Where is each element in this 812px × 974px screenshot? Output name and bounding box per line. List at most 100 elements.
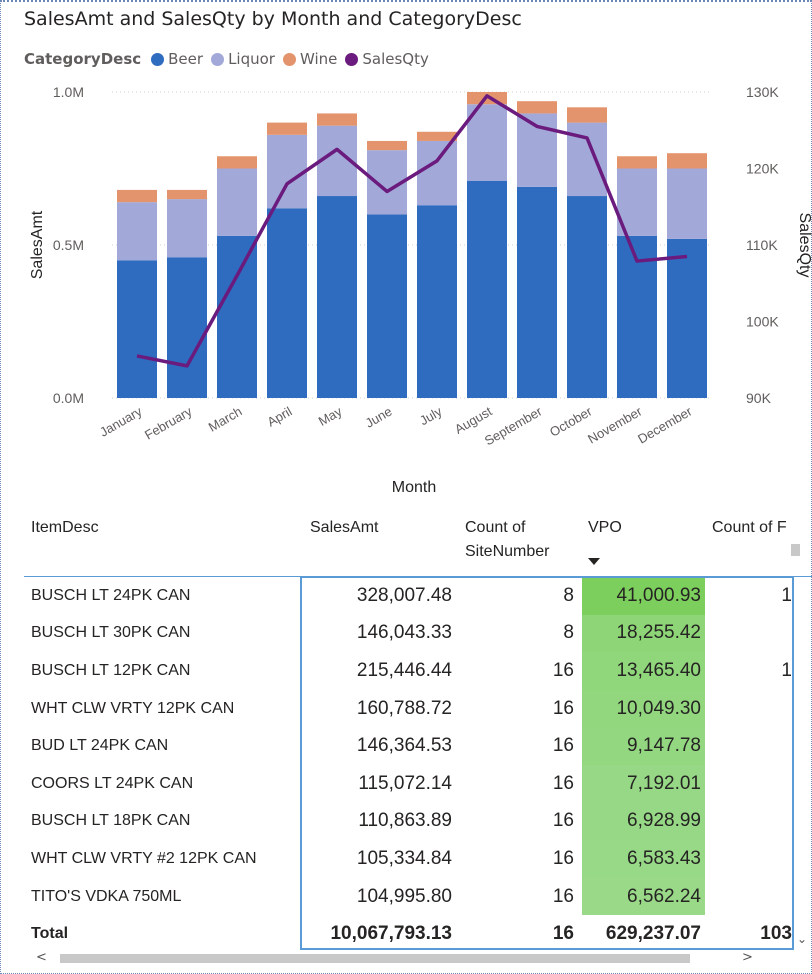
bar-segment-wine bbox=[317, 113, 357, 126]
bar-segment-beer bbox=[117, 260, 157, 398]
cell-count-sitenumber: 8 bbox=[563, 622, 574, 644]
salesqty-line bbox=[136, 94, 688, 368]
cell-itemdesc: WHT CLW VRTY 12PK CAN bbox=[31, 699, 235, 717]
cell-vpo: 18,255.42 bbox=[616, 622, 701, 644]
bar-segment-wine bbox=[117, 189, 157, 203]
cell-vpo: 6,583.43 bbox=[627, 847, 701, 869]
cell-count-sitenumber: 16 bbox=[552, 735, 574, 757]
bar-segment-wine bbox=[367, 140, 407, 151]
bar-segment-beer bbox=[667, 238, 707, 398]
x-tick-label: February bbox=[142, 403, 195, 442]
y2-tick-label: 90K bbox=[746, 390, 772, 406]
cell-total-label: Total bbox=[31, 925, 69, 943]
cell-salesamt: 146,364.53 bbox=[356, 735, 452, 757]
bar-segment-beer bbox=[317, 196, 357, 398]
cell-salesamt: 115,072.14 bbox=[358, 772, 452, 794]
scroll-left-icon[interactable]: < bbox=[36, 950, 47, 965]
legend-item-beer[interactable]: Beer bbox=[151, 50, 203, 68]
cell-count-extra bbox=[724, 840, 792, 878]
horizontal-scrollbar[interactable]: < > bbox=[24, 950, 794, 966]
y2-tick-label: 120K bbox=[746, 161, 779, 177]
cell-count-sitenumber: 16 bbox=[552, 885, 574, 907]
table-row[interactable]: BUSCH LT 12PK CAN 215,446.44 16 13,465.40 1 bbox=[24, 652, 812, 690]
cell-count-sitenumber: 16 bbox=[552, 810, 574, 832]
x-axis-title: Month bbox=[392, 479, 436, 496]
legend-dot-liquor bbox=[211, 52, 225, 66]
table-row[interactable]: WHT CLW VRTY #2 12PK CAN 105,334.84 16 6,58… bbox=[24, 840, 812, 878]
col-header-salesamt[interactable]: SalesAmt bbox=[310, 519, 379, 536]
cell-count-extra: 1 bbox=[781, 659, 792, 681]
legend-label: Wine bbox=[299, 50, 338, 68]
bar-segment-liquor bbox=[117, 202, 157, 261]
table-row[interactable]: TITO'S VDKA 750ML 104,995.80 16 6,562.24 bbox=[24, 877, 812, 916]
x-tick-label: November bbox=[585, 403, 645, 446]
col-header-count-sitenumber[interactable]: Count of SiteNumber bbox=[465, 519, 550, 560]
vpo-conditional-fill bbox=[582, 577, 705, 615]
bar-segment-beer bbox=[467, 180, 507, 398]
cell-total-count: 16 bbox=[552, 923, 574, 945]
table-row[interactable]: BUSCH LT 18PK CAN 110,863.89 16 6,928.99 bbox=[24, 802, 812, 841]
cell-count-sitenumber: 8 bbox=[563, 584, 574, 606]
scroll-down-icon[interactable]: ⌄ bbox=[797, 932, 808, 946]
col-header-itemdesc[interactable]: ItemDesc bbox=[31, 519, 99, 536]
cell-count-extra bbox=[724, 765, 792, 803]
bar-segment-beer bbox=[167, 257, 207, 398]
legend-dot-wine bbox=[282, 52, 296, 66]
table-row[interactable]: WHT CLW VRTY 12PK CAN 160,788.72 16 10,049.… bbox=[24, 689, 812, 728]
x-tick-label: December bbox=[635, 403, 695, 446]
legend-label: Beer bbox=[168, 50, 204, 68]
cell-total-salesamt: 10,067,793.13 bbox=[330, 923, 452, 945]
cell-salesamt: 104,995.80 bbox=[356, 885, 452, 907]
table-row[interactable]: BUSCH LT 30PK CAN 146,043.33 8 18,255.42 bbox=[24, 614, 812, 653]
bar-segment-liquor bbox=[467, 104, 507, 181]
bar-segment-beer bbox=[367, 214, 407, 398]
legend-item-wine[interactable]: Wine bbox=[282, 50, 338, 68]
bar-segment-wine bbox=[667, 153, 707, 169]
chart-title: SalesAmt and SalesQty by Month and Categ… bbox=[24, 8, 522, 30]
cell-vpo: 10,049.30 bbox=[616, 697, 701, 719]
x-tick-label: September bbox=[482, 403, 545, 448]
bar-segment-beer bbox=[417, 205, 457, 398]
sort-desc-icon[interactable] bbox=[588, 558, 600, 565]
x-tick-label: January bbox=[97, 403, 145, 439]
cell-vpo: 41,000.93 bbox=[616, 584, 701, 606]
legend-label: Liquor bbox=[228, 50, 275, 68]
y2-tick-label: 110K bbox=[746, 237, 778, 253]
bar-segment-wine bbox=[567, 107, 607, 123]
col-header-count-extra[interactable]: Count of F bbox=[712, 519, 787, 536]
table-row[interactable]: BUSCH LT 24PK CAN 328,007.48 8 41,000.93 1 bbox=[24, 577, 812, 615]
col-header-vpo[interactable]: VPO bbox=[588, 519, 622, 536]
table-row[interactable]: BUD LT 24PK CAN 146,364.53 16 9,147.78 bbox=[24, 727, 812, 765]
cell-salesamt: 110,863.89 bbox=[358, 810, 452, 832]
bar-segment-beer bbox=[267, 208, 307, 398]
vertical-scrollbar-thumb[interactable] bbox=[791, 544, 800, 556]
cell-itemdesc: COORS LT 24PK CAN bbox=[31, 774, 194, 792]
vpo-conditional-fill bbox=[582, 689, 705, 728]
legend-item-salesqty[interactable]: SalesQty bbox=[345, 50, 429, 68]
y2-axis-title: SalesQty bbox=[796, 213, 812, 278]
cell-count-sitenumber: 16 bbox=[552, 772, 574, 794]
cell-salesamt: 215,446.44 bbox=[356, 659, 452, 681]
table-row[interactable]: COORS LT 24PK CAN 115,072.14 16 7,192.01 bbox=[24, 764, 812, 803]
table-total-row: Total 10,067,793.13 16 629,237.07 103 bbox=[24, 915, 812, 950]
horizontal-scrollbar-thumb[interactable] bbox=[60, 954, 690, 963]
bar-segment-liquor bbox=[217, 168, 257, 236]
data-table: ItemDesc SalesAmt Count of SiteNumber VP… bbox=[24, 510, 812, 950]
cell-salesamt: 160,788.72 bbox=[356, 697, 452, 719]
scroll-right-icon[interactable]: > bbox=[742, 950, 753, 965]
bar-segment-wine bbox=[417, 131, 457, 141]
x-tick-label: June bbox=[363, 404, 395, 431]
cell-itemdesc: BUSCH LT 30PK CAN bbox=[31, 624, 191, 642]
table-body: BUSCH LT 24PK CAN 328,007.48 8 41,000.93 1 BU… bbox=[24, 576, 812, 950]
cell-total-vpo: 629,237.07 bbox=[605, 923, 701, 945]
vpo-conditional-fill bbox=[582, 802, 705, 841]
y2-tick-label: 100K bbox=[746, 314, 779, 330]
cell-itemdesc: BUSCH LT 18PK CAN bbox=[31, 812, 191, 830]
x-tick-label: March bbox=[206, 404, 245, 435]
cell-count-extra: 1 bbox=[781, 584, 792, 606]
cell-count-sitenumber: 16 bbox=[552, 659, 574, 681]
legend-dot-salesqty bbox=[345, 52, 359, 66]
bar-segment-wine bbox=[267, 122, 307, 135]
y-tick-label: 0.0M bbox=[53, 390, 84, 406]
legend-item-liquor[interactable]: Liquor bbox=[211, 50, 275, 68]
